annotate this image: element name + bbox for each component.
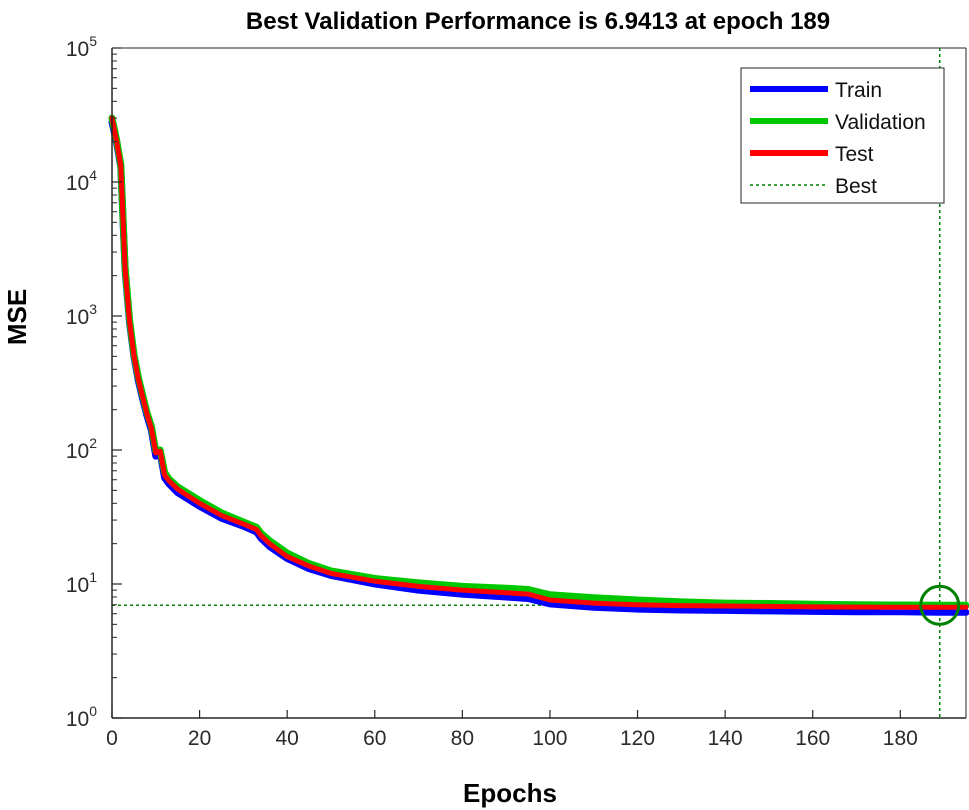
x-tick-label: 140	[708, 727, 743, 750]
chart-title: Best Validation Performance is 6.9413 at…	[246, 8, 830, 35]
x-axis-label: Epochs	[463, 778, 557, 808]
y-axis-label: MSE	[2, 289, 32, 345]
x-tick-label: 160	[795, 727, 830, 750]
legend-label-validation: Validation	[835, 111, 926, 134]
legend-label-test: Test	[835, 143, 874, 166]
x-tick-label: 80	[451, 727, 474, 750]
y-tick-label: 102	[66, 435, 97, 463]
x-tick-label: 100	[532, 727, 567, 750]
y-tick-label: 104	[66, 167, 97, 195]
series-line-test	[109, 115, 969, 610]
y-tick-label: 100	[66, 703, 97, 731]
x-tick-label: 20	[188, 727, 211, 750]
y-tick-label: 101	[66, 569, 97, 597]
best-point-marker	[919, 584, 961, 626]
y-tick-label: 105	[66, 33, 97, 61]
x-tick-label: 180	[883, 727, 918, 750]
y-tick-label: 103	[66, 301, 97, 329]
x-tick-label: 120	[620, 727, 655, 750]
x-tick-label: 0	[106, 727, 118, 750]
x-tick-label: 60	[363, 727, 386, 750]
legend: Train Validation Test Best	[740, 67, 945, 204]
legend-label-best: Best	[835, 175, 877, 198]
legend-label-train: Train	[835, 79, 882, 102]
x-tick-label: 40	[275, 727, 298, 750]
